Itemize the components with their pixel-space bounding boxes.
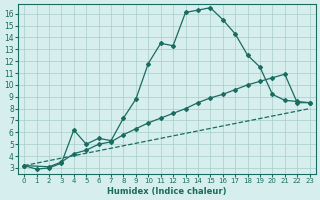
X-axis label: Humidex (Indice chaleur): Humidex (Indice chaleur) [107,187,227,196]
